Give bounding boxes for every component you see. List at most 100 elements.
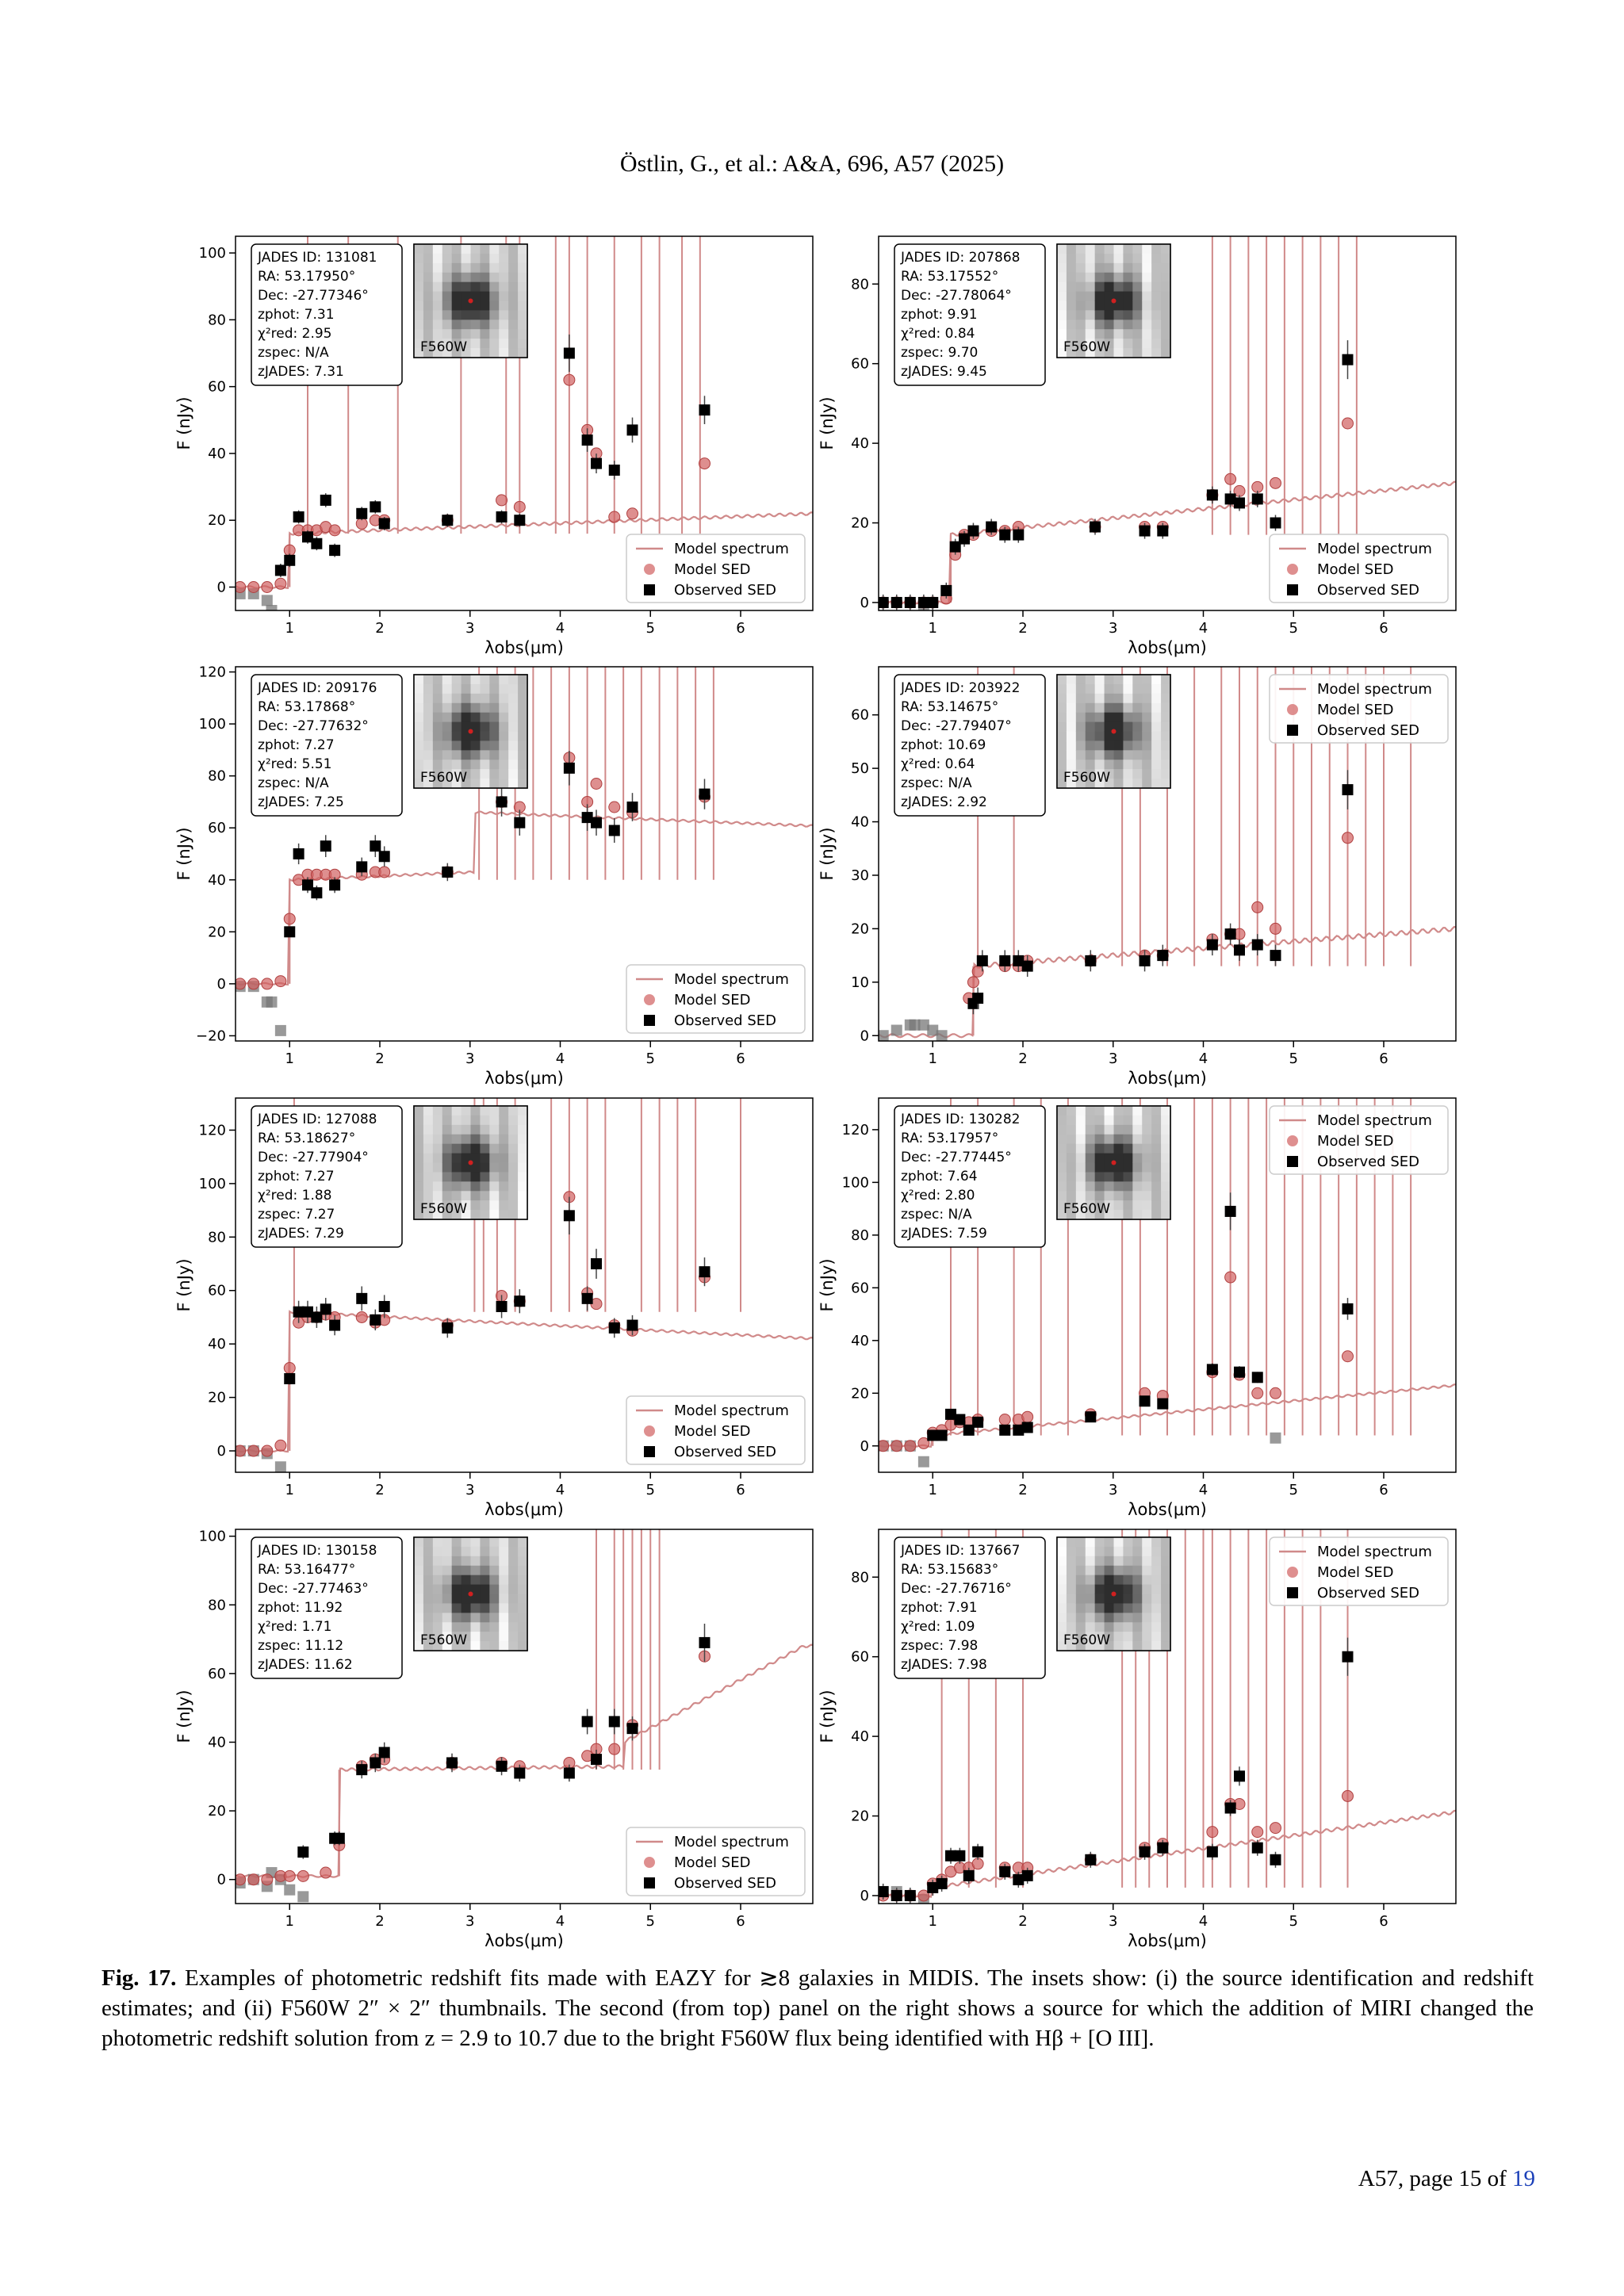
sed-panel-3: 1 2 3 4 5 6 −20 0 20 40 60 80 100 120 λobs(μm) F (nJy) J… [174, 664, 814, 1088]
x-tick-label: 1 [285, 1050, 294, 1067]
y-tick-label: 40 [851, 814, 869, 831]
observed-point [591, 817, 602, 828]
legend-label: Model SED [1317, 1564, 1393, 1581]
model-sed-point [261, 1873, 274, 1886]
model-sed-point [1251, 1387, 1264, 1399]
observed-point [514, 515, 526, 526]
observed-point [274, 564, 286, 576]
legend-label: Model SED [674, 1854, 750, 1871]
observed-point [1224, 1205, 1236, 1217]
info-line: Dec: -27.77632° [258, 718, 369, 734]
info-line: zphot: 7.27 [258, 737, 335, 753]
y-tick-label: 30 [851, 867, 869, 884]
thumbnail-label: F560W [1063, 1201, 1110, 1217]
y-tick-label: 0 [217, 976, 226, 993]
y-tick-label: 50 [851, 760, 869, 777]
source-marker [468, 1591, 473, 1597]
masked-point [917, 1456, 929, 1468]
observed-point [608, 825, 620, 836]
panel-frame [878, 666, 1457, 1042]
info-line: JADES ID: 209176 [257, 680, 377, 696]
x-tick-label: 2 [375, 620, 384, 637]
x-tick-label: 4 [1199, 1050, 1208, 1067]
x-tick-label: 1 [929, 1050, 937, 1067]
y-tick-label: 40 [208, 1734, 226, 1751]
observed-point [329, 545, 341, 557]
y-tick-label: 120 [842, 1122, 869, 1138]
masked-point [909, 1019, 921, 1031]
model-sed-point [1251, 1826, 1264, 1839]
y-tick-label: 0 [860, 1888, 869, 1904]
model-sed-point [608, 511, 621, 523]
y-tick-label: 40 [208, 446, 226, 462]
observed-point [378, 1747, 390, 1758]
x-tick-label: 3 [1109, 1482, 1117, 1498]
y-axis-label: F (nJy) [818, 396, 837, 450]
model-sed-point [1342, 832, 1354, 844]
y-tick-label: 0 [860, 595, 869, 611]
running-head: Östlin, G., et al.: A&A, 696, A57 (2025) [619, 151, 1005, 177]
info-box [251, 1105, 403, 1248]
observed-point [1021, 960, 1033, 972]
info-box [894, 674, 1046, 817]
info-line: zphot: 9.91 [901, 307, 978, 323]
model-sed-point [261, 978, 274, 990]
model-sed-point [563, 373, 576, 386]
observed-point [370, 1314, 381, 1326]
observed-point [514, 817, 526, 828]
observed-point [1234, 1770, 1245, 1782]
observed-point [356, 1292, 368, 1304]
observed-point [1342, 354, 1354, 365]
model-sed-point [967, 976, 979, 989]
y-tick-label: 0 [860, 1027, 869, 1044]
x-tick-label: 1 [285, 1913, 294, 1930]
legend-label: Observed SED [1317, 582, 1419, 599]
y-tick-label: 60 [208, 1283, 226, 1299]
info-line: zphot: 7.31 [258, 307, 335, 323]
info-line: RA: 53.14675° [901, 699, 998, 715]
info-line: χ²red: 1.09 [901, 1619, 975, 1635]
observed-point [945, 1850, 956, 1862]
y-tick-label: 120 [199, 1122, 226, 1138]
info-line: zJADES: 11.62 [258, 1657, 353, 1673]
model-sed-point [1224, 1271, 1237, 1284]
info-line: RA: 53.18627° [258, 1131, 355, 1146]
thumbnail-label: F560W [420, 1632, 467, 1648]
info-line: JADES ID: 130282 [900, 1112, 1021, 1127]
y-tick-label: 80 [208, 312, 226, 328]
observed-point [1085, 1411, 1097, 1423]
x-axis-label: λobs(μm) [485, 638, 564, 657]
model-sed-point [274, 1439, 287, 1452]
info-line: zspec: 9.70 [901, 345, 978, 361]
page-total-link[interactable]: 19 [1512, 2166, 1535, 2191]
y-tick-label: −20 [196, 1027, 226, 1044]
observed-point [514, 1767, 526, 1779]
observed-point [927, 596, 939, 608]
info-line: Dec: -27.76716° [901, 1581, 1012, 1597]
y-axis-label: F (nJy) [174, 1258, 193, 1311]
caption-label: Fig. 17. [102, 1965, 177, 1991]
model-sed-point [247, 1445, 260, 1457]
info-line: zspec: N/A [258, 345, 329, 361]
info-line: zJADES: 7.29 [258, 1226, 344, 1242]
f560w-thumbnail: F560W [413, 243, 528, 358]
legend-swatch-sed [644, 1425, 655, 1437]
x-tick-label: 2 [1018, 620, 1027, 637]
legend-swatch-sed [1287, 1135, 1298, 1146]
observed-point [936, 1429, 948, 1441]
y-axis-label: F (nJy) [818, 1258, 837, 1311]
observed-point [1224, 1802, 1236, 1814]
observed-point [1139, 955, 1151, 966]
observed-point [591, 457, 602, 469]
y-tick-label: 20 [208, 924, 226, 940]
y-tick-label: 80 [851, 1569, 869, 1586]
masked-point [917, 1019, 929, 1031]
observed-point [699, 1266, 710, 1278]
y-axis-label: F (nJy) [818, 1689, 837, 1743]
observed-point [356, 1764, 368, 1776]
legend-swatch-sed [644, 564, 655, 575]
x-tick-label: 2 [1018, 1050, 1027, 1067]
y-tick-label: 60 [208, 1666, 226, 1682]
info-line: χ²red: 0.64 [901, 756, 975, 772]
